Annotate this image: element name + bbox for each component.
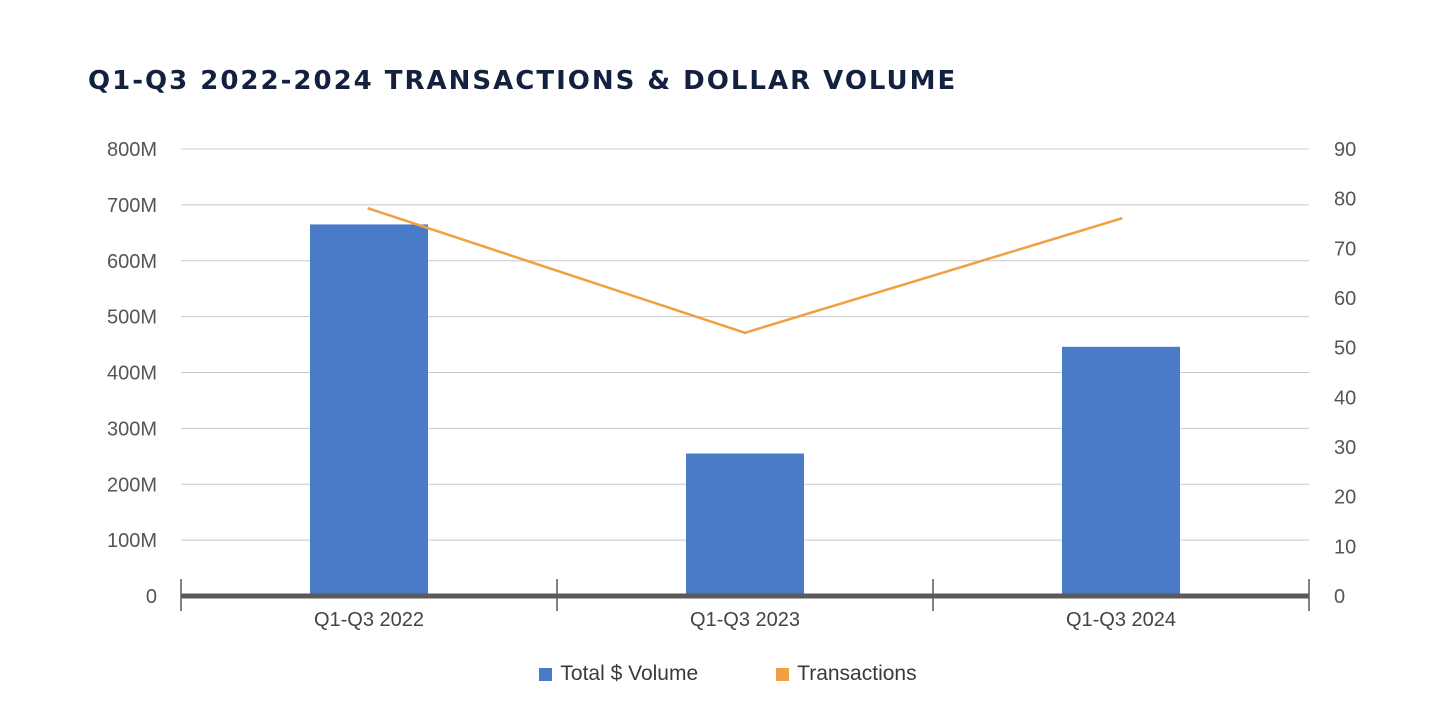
y-right-tick-label: 70 <box>1334 238 1356 260</box>
y-right-tick-label: 80 <box>1334 189 1356 211</box>
point-transactions <box>367 207 371 211</box>
y-right-tick-label: 10 <box>1334 536 1356 558</box>
bar-total-volume <box>1062 346 1180 596</box>
legend-entry: Total $ Volume <box>539 662 698 686</box>
y-left-tick-label: 500M <box>107 307 157 329</box>
y-left-tick-label: 200M <box>107 474 157 496</box>
legend-label: Transactions <box>797 662 917 685</box>
y-left-tick-label: 800M <box>107 139 157 161</box>
y-left-tick-label: 700M <box>107 195 157 217</box>
y-left-tick-label: 100M <box>107 530 157 552</box>
x-tick-label: Q1-Q3 2023 <box>690 609 800 631</box>
point-transactions <box>1119 217 1123 221</box>
y-right-tick-label: 30 <box>1334 437 1356 459</box>
y-left-tick-label: 300M <box>107 418 157 440</box>
y-left-tick-label: 0 <box>146 586 157 608</box>
line-transactions <box>368 207 1122 335</box>
y-right-tick-label: 90 <box>1334 139 1356 161</box>
x-tick-label: Q1-Q3 2024 <box>1066 609 1176 631</box>
y-right-tick-label: 60 <box>1334 288 1356 310</box>
y-right-tick-label: 20 <box>1334 487 1356 509</box>
y-right-tick-label: 40 <box>1334 387 1356 409</box>
y-left-tick-label: 600M <box>107 251 157 273</box>
point-transactions <box>743 331 747 335</box>
x-tick-label: Q1-Q3 2022 <box>314 609 424 631</box>
y-right-tick-label: 50 <box>1334 338 1356 360</box>
bar-total-volume <box>686 453 804 596</box>
bar-total-volume <box>310 224 428 596</box>
legend-swatch <box>539 667 553 681</box>
legend-label: Total $ Volume <box>560 662 699 685</box>
legend-swatch <box>776 667 790 681</box>
chart-title: Q1-Q3 2022-2024 TRANSACTIONS & DOLLAR VO… <box>88 66 958 96</box>
legend-entry: Transactions <box>776 662 917 686</box>
y-left-tick-label: 400M <box>107 363 157 385</box>
chart-legend: Total $ Volume Transactions <box>0 662 1456 686</box>
y-right-tick-label: 0 <box>1334 586 1345 608</box>
